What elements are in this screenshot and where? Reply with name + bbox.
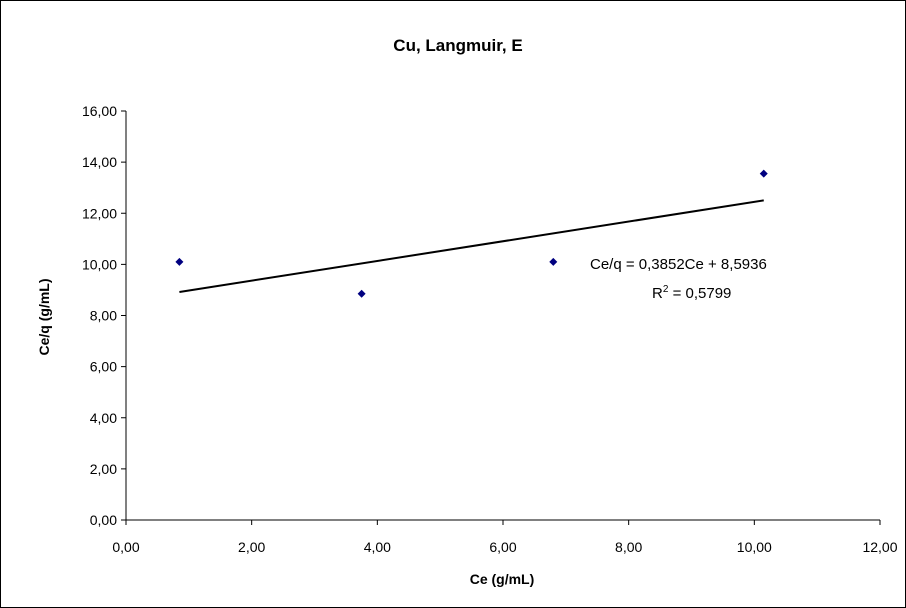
chart-title: Cu, Langmuir, E — [393, 36, 522, 55]
y-tick-label: 8,00 — [90, 308, 117, 324]
r-squared-exponent: 2 — [663, 284, 669, 295]
y-tick-label: 0,00 — [90, 512, 117, 528]
y-tick-label: 12,00 — [82, 205, 117, 221]
r-squared-label: R2 = 0,5799 — [652, 284, 731, 302]
x-tick-label: 2,00 — [238, 539, 265, 555]
plot-area: 0,00 2,00 4,00 6,00 8,00 10,00 12,00 14,00 16,00… — [82, 103, 898, 555]
x-tick-label: 4,00 — [364, 539, 391, 555]
r-squared-value: = 0,5799 — [668, 285, 731, 302]
x-tick-label: 6,00 — [489, 539, 516, 555]
x-tick-label: 8,00 — [615, 539, 642, 555]
trendline-equation: Ce/q = 0,3852Ce + 8,5936 — [590, 256, 767, 273]
y-tick-label: 10,00 — [82, 256, 117, 272]
data-point — [549, 257, 558, 266]
y-tick-label: 14,00 — [82, 154, 117, 170]
trendline — [179, 199, 764, 293]
x-tick-label: 12,00 — [862, 539, 897, 555]
y-tick-label: 2,00 — [90, 461, 117, 477]
y-tick-label: 6,00 — [90, 359, 117, 375]
r-squared-prefix: R — [652, 285, 663, 302]
y-axis-title: Ce/q (g/mL) — [36, 279, 52, 356]
x-tick-label: 10,00 — [737, 539, 772, 555]
data-point — [175, 257, 184, 266]
x-tick-label: 0,00 — [112, 539, 139, 555]
data-point — [759, 169, 768, 178]
x-axis-title: Ce (g/mL) — [470, 571, 535, 587]
y-tick-label: 4,00 — [90, 410, 117, 426]
y-tick-label: 16,00 — [82, 103, 117, 119]
data-point — [357, 289, 366, 298]
